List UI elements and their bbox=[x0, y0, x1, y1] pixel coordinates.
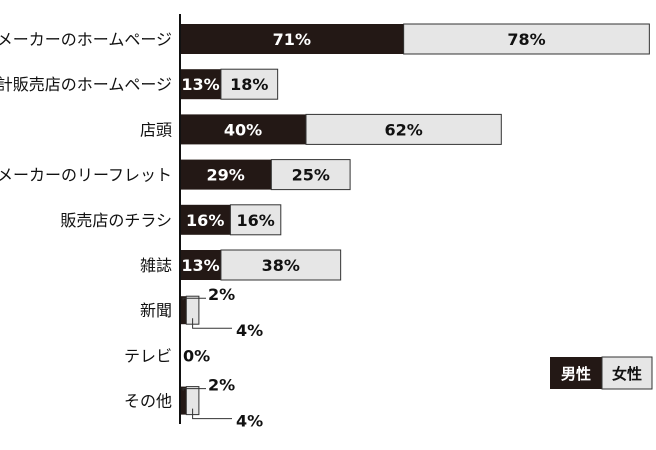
callout-line-female bbox=[192, 408, 232, 420]
value-label-male: 29% bbox=[207, 166, 245, 185]
bars bbox=[180, 23, 650, 416]
value-label-male: 16% bbox=[186, 211, 224, 230]
callout-line-male bbox=[182, 297, 206, 301]
value-label-female: 4% bbox=[236, 321, 263, 340]
value-label-zero: 0% bbox=[183, 346, 210, 365]
legend-male-swatch bbox=[550, 357, 602, 389]
category-label: メーカーのリーフレット bbox=[0, 166, 172, 185]
bar-male bbox=[180, 114, 306, 145]
value-label-female: 25% bbox=[292, 166, 330, 185]
value-label-female: 16% bbox=[236, 211, 274, 230]
value-label-male: 2% bbox=[208, 376, 235, 395]
category-label: 時計販売店のホームページ bbox=[0, 75, 172, 94]
value-label-male: 71% bbox=[273, 30, 311, 49]
value-label-female: 38% bbox=[262, 256, 300, 275]
value-label-female: 62% bbox=[385, 120, 423, 139]
category-label: その他 bbox=[124, 392, 172, 411]
bar-female bbox=[305, 113, 502, 145]
value-label-male: 2% bbox=[208, 285, 235, 304]
value-label-female: 18% bbox=[230, 75, 268, 94]
bar-female bbox=[270, 159, 351, 191]
bar-male bbox=[180, 204, 231, 235]
legend-female-swatch bbox=[601, 356, 653, 390]
category-label: 販売店のチラシ bbox=[60, 211, 172, 230]
value-labels: 71% 78%13% 18%40% 62%29% 25%16% 16%13% 38%2%4%… bbox=[181, 30, 545, 431]
bar-male bbox=[180, 386, 187, 415]
value-label-female: 4% bbox=[236, 412, 263, 431]
legend-female-label: 女性 bbox=[612, 365, 642, 383]
category-label: テレビ bbox=[124, 346, 172, 365]
legend-male-label: 男性 bbox=[561, 365, 591, 383]
category-label: 新聞 bbox=[140, 301, 172, 320]
category-label: メーカーのホームページ bbox=[0, 30, 172, 49]
category-labels: メーカーのホームページ時計販売店のホームページ店頭メーカーのリーフレット販売店の… bbox=[0, 30, 172, 411]
bar-male bbox=[180, 159, 272, 190]
bar-male bbox=[180, 296, 187, 325]
bar-male bbox=[180, 69, 221, 100]
callout-line-male bbox=[182, 388, 206, 391]
bar-female bbox=[403, 23, 650, 55]
bar-female bbox=[220, 249, 342, 281]
callout-line-female bbox=[192, 318, 232, 329]
value-label-female: 78% bbox=[507, 30, 545, 49]
bar-male bbox=[180, 24, 404, 54]
bar-male bbox=[180, 250, 221, 280]
value-label-male: 40% bbox=[224, 120, 262, 139]
category-label: 店頭 bbox=[140, 120, 172, 139]
value-label-male: 13% bbox=[181, 75, 219, 94]
legend: 男性 女性 bbox=[550, 356, 653, 390]
bar-female bbox=[220, 68, 279, 100]
value-label-male: 13% bbox=[181, 256, 219, 275]
category-label: 雑誌 bbox=[140, 256, 172, 275]
bar-female bbox=[229, 204, 282, 236]
